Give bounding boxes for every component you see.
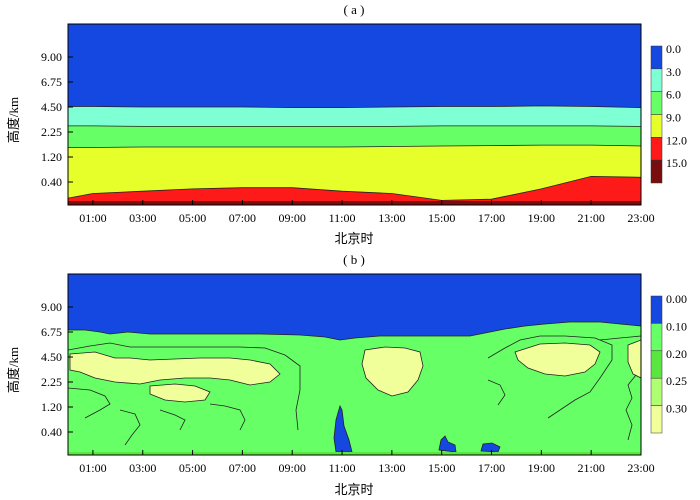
- panel-a-colorbar-swatch-5: [650, 159, 663, 184]
- panel-a-ytick-label-0: 0.40: [41, 175, 62, 189]
- panel-b-xtick-label-9: 19:00: [528, 461, 555, 475]
- panel-a-frame: [67, 23, 642, 206]
- panel-b-ytick-label-0: 0.40: [41, 425, 62, 439]
- panel-b-colorbar: 0.00 0.10 0.20 0.25 0.30: [650, 292, 687, 434]
- panel-a-x-axis: 01:00 03:00 05:00 07:00 09:00 11:00 13:00 15:00…: [79, 200, 655, 225]
- panel-b-y-axis: 0.40 1.20 2.25 4.50 6.75 9.00: [41, 300, 73, 439]
- panel-a-colorbar-swatch-3: [650, 114, 663, 138]
- panel-b-plot: [68, 274, 641, 455]
- panel-b-colorbar-swatch-2: [650, 350, 663, 379]
- panel-a-xtick-label-0: 01:00: [79, 211, 106, 225]
- panel-b-contour-left-inner: [68, 387, 246, 446]
- panel-a-colorbar: 0.0 3.0 6.0 9.0 12.0 15.0: [650, 42, 687, 184]
- panel-a-colorbar-label-0: 0.0: [666, 42, 681, 56]
- panel-a-label: ( a ): [344, 2, 365, 17]
- panel-a-xtick-label-9: 19:00: [528, 211, 555, 225]
- panel-b-ytick-label-2: 2.25: [41, 375, 62, 389]
- panel-b-xtick-label-10: 21:00: [578, 461, 605, 475]
- panel-a-ytick-label-5: 9.00: [41, 50, 62, 64]
- panel-a-xtick-label-4: 09:00: [279, 211, 306, 225]
- panel-b-xtick-label-8: 17:00: [478, 461, 505, 475]
- panel-b-xtick-label-0: 01:00: [79, 461, 106, 475]
- panel-b-xtick-label-5: 11:00: [329, 461, 356, 475]
- panel-a-xtick-label-11: 23:00: [627, 211, 654, 225]
- panel-b-ytick-label-1: 1.20: [41, 400, 62, 414]
- panel-a-colorbar-label-2: 6.0: [666, 88, 681, 102]
- panel-b-ylabel: 高度/km: [6, 347, 21, 393]
- panel-a-band-15: [68, 201, 641, 205]
- panel-a-colorbar-label-1: 3.0: [666, 65, 681, 79]
- panel-b-colorbar-label-0: 0.00: [666, 292, 687, 306]
- panel-b-region-030-right: [514, 342, 601, 377]
- panel-b-x-axis: 01:00 03:00 05:00 07:00 09:00 11:00 13:00 15:00…: [79, 450, 655, 475]
- panel-b-ytick-label-3: 4.50: [41, 350, 62, 364]
- panel-b-ytick-label-5: 9.00: [41, 300, 62, 314]
- panel-a-y-axis: 0.40 1.20 2.25 4.50 6.75 9.00: [41, 50, 73, 189]
- panel-a-xtick-label-7: 15:00: [428, 211, 455, 225]
- panel-b-colorbar-label-3: 0.25: [666, 374, 687, 388]
- panel-b-colorbar-swatch-0: [650, 295, 663, 324]
- panel-b-region-030-mid: [361, 346, 424, 397]
- panel-b-pocket-1700: [480, 442, 501, 453]
- panel-a-plot: [68, 24, 641, 205]
- panel-a-xtick-label-8: 17:00: [478, 211, 505, 225]
- panel-b-xlabel: 北京时: [334, 482, 373, 497]
- panel-b-label: ( b ): [343, 252, 365, 267]
- panel-b-colorbar-label-4: 0.30: [666, 402, 687, 416]
- panel-b-colorbar-swatch-1: [650, 323, 663, 352]
- panel-b-region-030-left: [69, 351, 281, 386]
- panel-a-colorbar-swatch-4: [650, 137, 663, 161]
- panel-b-colorbar-label-2: 0.20: [666, 347, 687, 361]
- panel-b-colorbar-swatch-4: [650, 405, 663, 434]
- panel-a-ytick-label-4: 6.75: [41, 75, 62, 89]
- panel-b-xtick-label-2: 05:00: [179, 461, 206, 475]
- panel-b-region-025-right-edge: [627, 339, 641, 379]
- panel-a-colorbar-swatch-1: [650, 68, 663, 92]
- panel-b-xtick-label-6: 13:00: [378, 461, 405, 475]
- panel-a-colorbar-label-3: 9.0: [666, 111, 681, 125]
- panel-a-colorbar-label-5: 15.0: [666, 156, 687, 170]
- panel-b-xtick-label-3: 07:00: [229, 461, 256, 475]
- panel-b-frame: [67, 273, 642, 456]
- panel-a-ytick-label-3: 4.50: [41, 100, 62, 114]
- panel-a-xtick-label-6: 13:00: [378, 211, 405, 225]
- panel-b-region-000: [68, 274, 641, 341]
- panel-a-colorbar-label-4: 12.0: [666, 133, 687, 147]
- panel-a-ylabel: 高度/km: [6, 97, 21, 143]
- panel-a-xtick-label-3: 07:00: [229, 211, 256, 225]
- panel-b-pocket-1100: [333, 404, 353, 453]
- panel-b-colorbar-swatch-3: [650, 377, 663, 406]
- panel-b-surface-strip: [68, 452, 641, 455]
- panel-a-xtick-label-10: 21:00: [578, 211, 605, 225]
- panel-b-xtick-label-7: 15:00: [428, 461, 455, 475]
- panel-b: ( b ) 0.40 1.20 2.25 4.50 6.75 9.00: [6, 252, 687, 497]
- panel-a: ( a ) 0.40 1.20 2.25 4.50 6.75 9.00 01:00 03:0…: [6, 2, 687, 246]
- panel-a-band-12: [68, 175, 641, 205]
- panel-a-xtick-label-2: 05:00: [179, 211, 206, 225]
- panel-b-xtick-label-1: 03:00: [129, 461, 156, 475]
- panel-b-xtick-label-4: 09:00: [279, 461, 306, 475]
- panel-a-xlabel: 北京时: [334, 231, 373, 246]
- panel-b-contour-020: [68, 335, 641, 431]
- panel-b-ytick-label-4: 6.75: [41, 325, 62, 339]
- panel-a-colorbar-swatch-0: [650, 45, 663, 70]
- panel-a-ytick-label-1: 1.20: [41, 150, 62, 164]
- panel-a-xtick-label-5: 11:00: [329, 211, 356, 225]
- panel-b-colorbar-label-1: 0.10: [666, 319, 687, 333]
- panel-a-colorbar-swatch-2: [650, 91, 663, 115]
- panel-b-region-030-left-2: [149, 383, 211, 403]
- panel-a-ytick-label-2: 2.25: [41, 125, 62, 139]
- panel-b-xtick-label-11: 23:00: [627, 461, 654, 475]
- panel-a-xtick-label-1: 03:00: [129, 211, 156, 225]
